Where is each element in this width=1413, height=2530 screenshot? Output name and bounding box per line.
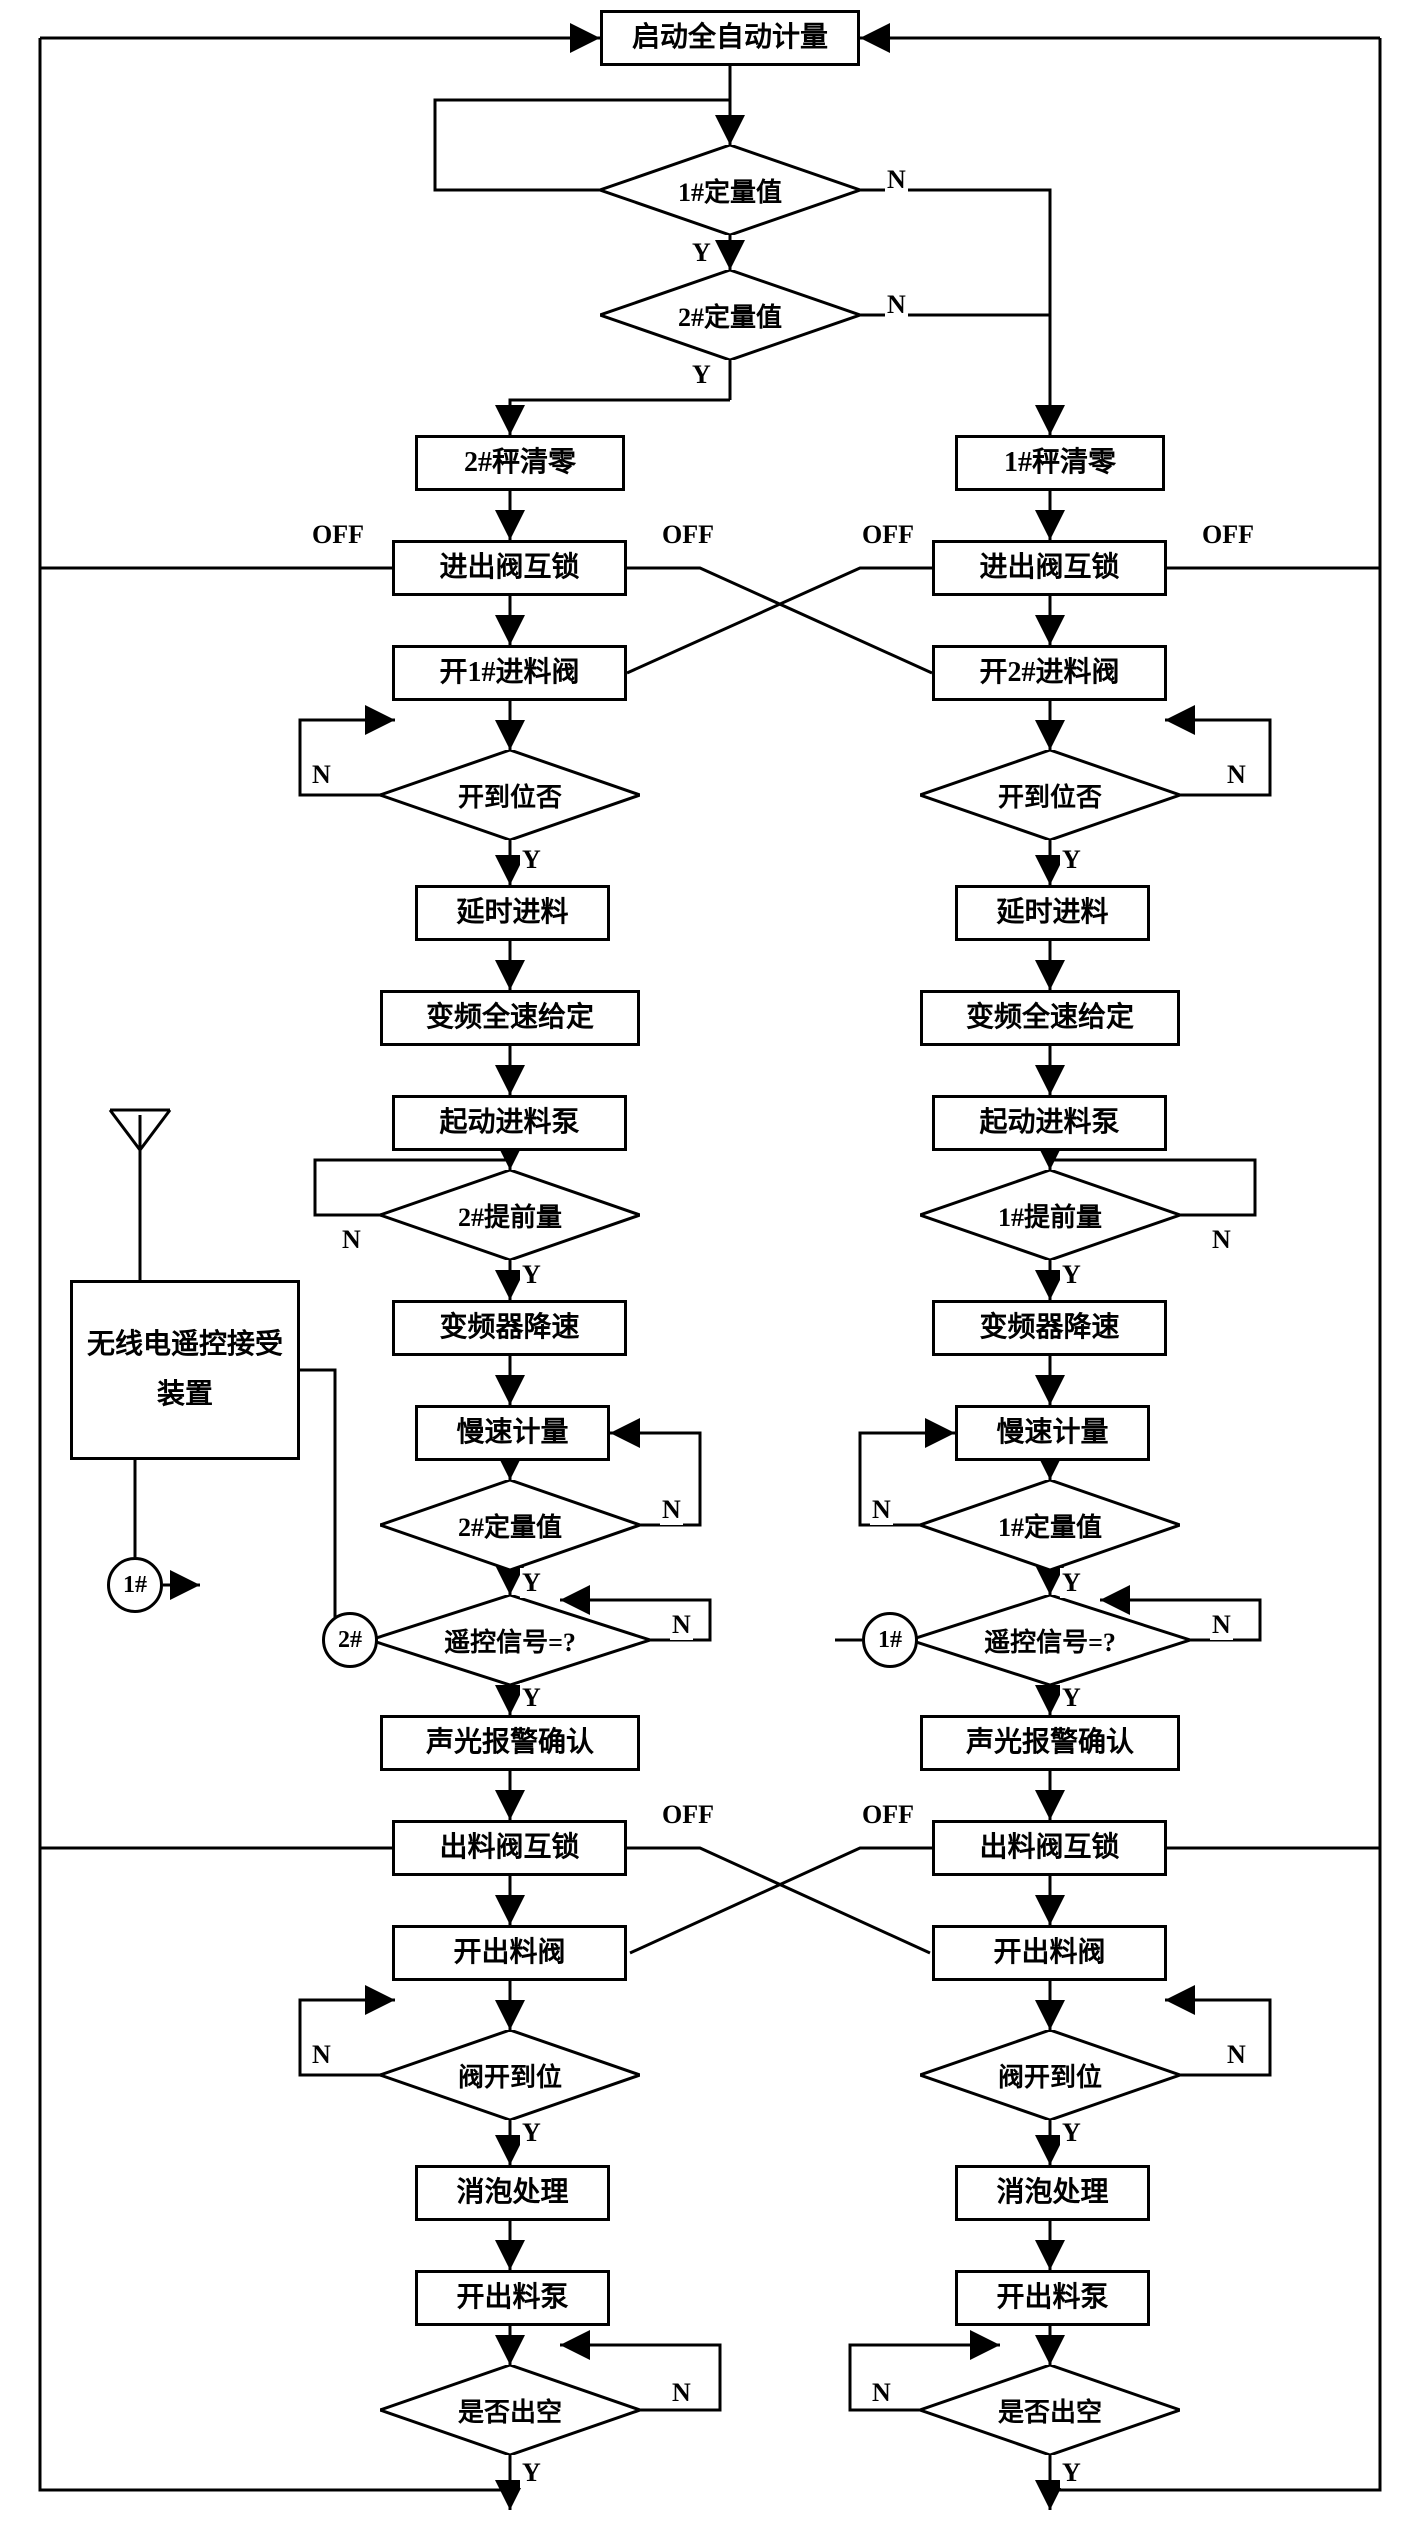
edge-label: N bbox=[340, 1225, 363, 1255]
box-right_freq: 变频全速给定 bbox=[920, 990, 1180, 1046]
box-left_outopen: 开出料阀 bbox=[392, 1925, 627, 1981]
box-left_freq: 变频全速给定 bbox=[380, 990, 640, 1046]
box-left_outlock: 出料阀互锁 bbox=[392, 1820, 627, 1876]
edge-label: Y bbox=[520, 1568, 543, 1598]
box-left_open1: 开1#进料阀 bbox=[392, 645, 627, 701]
box-left_meter: 慢速计量 bbox=[415, 1405, 610, 1461]
box-left_lock: 进出阀互锁 bbox=[392, 540, 627, 596]
box-right_outopen: 开出料阀 bbox=[932, 1925, 1167, 1981]
diamond-d_left_val: 2#定量值 bbox=[380, 1480, 640, 1570]
box-right_slow: 变频器降速 bbox=[932, 1300, 1167, 1356]
circle-c_1r: 1# bbox=[862, 1612, 918, 1668]
edge-label: N bbox=[1210, 1225, 1233, 1255]
edge-label: OFF bbox=[660, 1800, 716, 1830]
edge-label: N bbox=[1225, 2040, 1248, 2070]
box-right_open2: 开2#进料阀 bbox=[932, 645, 1167, 701]
edge-label: Y bbox=[1060, 2118, 1083, 2148]
edge-label: N bbox=[660, 1495, 683, 1525]
edge-label: Y bbox=[690, 238, 713, 268]
box-left_defoam: 消泡处理 bbox=[415, 2165, 610, 2221]
edge-label: N bbox=[1225, 760, 1248, 790]
circle-c_2: 2# bbox=[322, 1612, 378, 1668]
edge-label: Y bbox=[1060, 1683, 1083, 1713]
edge-label: OFF bbox=[660, 520, 716, 550]
box-right_pump: 起动进料泵 bbox=[932, 1095, 1167, 1151]
box-left_outpump: 开出料泵 bbox=[415, 2270, 610, 2326]
box-left_clear: 2#秤清零 bbox=[415, 435, 625, 491]
edge-label: N bbox=[1210, 1610, 1233, 1640]
box-start: 启动全自动计量 bbox=[600, 10, 860, 66]
diamond-d_right_adv: 1#提前量 bbox=[920, 1170, 1180, 1260]
diamond-d_right_empty: 是否出空 bbox=[920, 2365, 1180, 2455]
edge-label: OFF bbox=[860, 520, 916, 550]
box-right_outpump: 开出料泵 bbox=[955, 2270, 1150, 2326]
box-left_slow: 变频器降速 bbox=[392, 1300, 627, 1356]
diamond-d_left_adv: 2#提前量 bbox=[380, 1170, 640, 1260]
edge-label: N bbox=[310, 760, 333, 790]
edge-label: Y bbox=[1060, 1568, 1083, 1598]
edge-label: Y bbox=[1060, 1260, 1083, 1290]
circle-c_1l: 1# bbox=[107, 1557, 163, 1613]
diamond-d_left_rc: 遥控信号=? bbox=[370, 1595, 650, 1685]
edge-label: Y bbox=[520, 1260, 543, 1290]
box-right_lock: 进出阀互锁 bbox=[932, 540, 1167, 596]
edge-label: Y bbox=[520, 1683, 543, 1713]
box-radio: 无线电遥控接受装置 bbox=[70, 1280, 300, 1460]
edge-label: Y bbox=[520, 2458, 543, 2488]
box-left_pump: 起动进料泵 bbox=[392, 1095, 627, 1151]
edge-label: Y bbox=[1060, 845, 1083, 875]
diamond-d_top2: 2#定量值 bbox=[600, 270, 860, 360]
edge-label: N bbox=[310, 2040, 333, 2070]
diamond-d_left_empty: 是否出空 bbox=[380, 2365, 640, 2455]
edge-label: Y bbox=[1060, 2458, 1083, 2488]
edge-label: N bbox=[885, 165, 908, 195]
edge-label: Y bbox=[690, 360, 713, 390]
box-right_meter: 慢速计量 bbox=[955, 1405, 1150, 1461]
edge-label: N bbox=[885, 290, 908, 320]
diamond-d_right_vopen: 阀开到位 bbox=[920, 2030, 1180, 2120]
edge-label: N bbox=[670, 1610, 693, 1640]
diamond-d_top1: 1#定量值 bbox=[600, 145, 860, 235]
diamond-d_left_vopen: 阀开到位 bbox=[380, 2030, 640, 2120]
edge-label: OFF bbox=[310, 520, 366, 550]
box-right_defoam: 消泡处理 bbox=[955, 2165, 1150, 2221]
box-right_alarm: 声光报警确认 bbox=[920, 1715, 1180, 1771]
edge-label: N bbox=[670, 2378, 693, 2408]
edge-label: N bbox=[870, 2378, 893, 2408]
box-left_alarm: 声光报警确认 bbox=[380, 1715, 640, 1771]
box-left_delay: 延时进料 bbox=[415, 885, 610, 941]
edge-label: Y bbox=[520, 845, 543, 875]
diamond-d_right_val: 1#定量值 bbox=[920, 1480, 1180, 1570]
diamond-d_right_pos: 开到位否 bbox=[920, 750, 1180, 840]
edge-label: N bbox=[870, 1495, 893, 1525]
antenna-icon bbox=[105, 1105, 175, 1175]
edge-label: OFF bbox=[860, 1800, 916, 1830]
box-right_clear: 1#秤清零 bbox=[955, 435, 1165, 491]
box-right_delay: 延时进料 bbox=[955, 885, 1150, 941]
edge-label: Y bbox=[520, 2118, 543, 2148]
diamond-d_left_pos: 开到位否 bbox=[380, 750, 640, 840]
edge-label: OFF bbox=[1200, 520, 1256, 550]
box-right_outlock: 出料阀互锁 bbox=[932, 1820, 1167, 1876]
diamond-d_right_rc: 遥控信号=? bbox=[910, 1595, 1190, 1685]
